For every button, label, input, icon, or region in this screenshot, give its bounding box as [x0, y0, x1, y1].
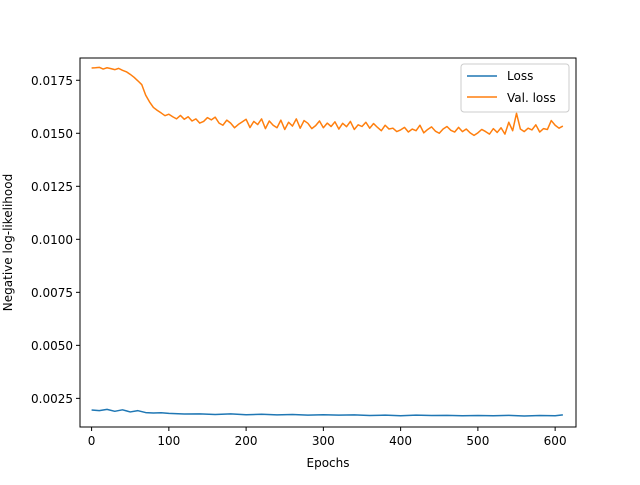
- x-axis: 0 100 200 300 400 500 600: [88, 427, 567, 448]
- series-layer: [91, 66, 564, 417]
- x-tick-label: 500: [466, 434, 489, 448]
- x-tick-label: 100: [157, 434, 180, 448]
- y-tick-label: 0.0150: [31, 127, 73, 141]
- y-axis-label: Negative log-likelihood: [1, 174, 15, 311]
- y-tick-label: 0.0100: [31, 233, 73, 247]
- y-tick-label: 0.0050: [31, 339, 73, 353]
- series-line-loss: [91, 408, 563, 417]
- y-tick-label: 0.0075: [31, 286, 73, 300]
- x-tick-label: 300: [312, 434, 335, 448]
- legend: Loss Val. loss: [460, 63, 570, 113]
- x-axis-label: Epochs: [307, 456, 350, 470]
- y-axis: 0.0025 0.0050 0.0075 0.0100 0.0125 0.0150 0.01…: [31, 74, 80, 406]
- x-tick-label: 600: [544, 434, 567, 448]
- x-tick-label: 400: [389, 434, 412, 448]
- legend-label-loss: Loss: [507, 69, 533, 83]
- y-tick-label: 0.0025: [31, 392, 73, 406]
- x-tick-label: 200: [235, 434, 258, 448]
- y-tick-label: 0.0125: [31, 180, 73, 194]
- plot-area-background: [80, 58, 576, 427]
- series-line-val-loss: [91, 66, 564, 137]
- plot-area-frame: [79, 57, 577, 428]
- x-tick-label: 0: [88, 434, 96, 448]
- y-tick-label: 0.0175: [31, 74, 73, 88]
- legend-label-val-loss: Val. loss: [507, 91, 556, 105]
